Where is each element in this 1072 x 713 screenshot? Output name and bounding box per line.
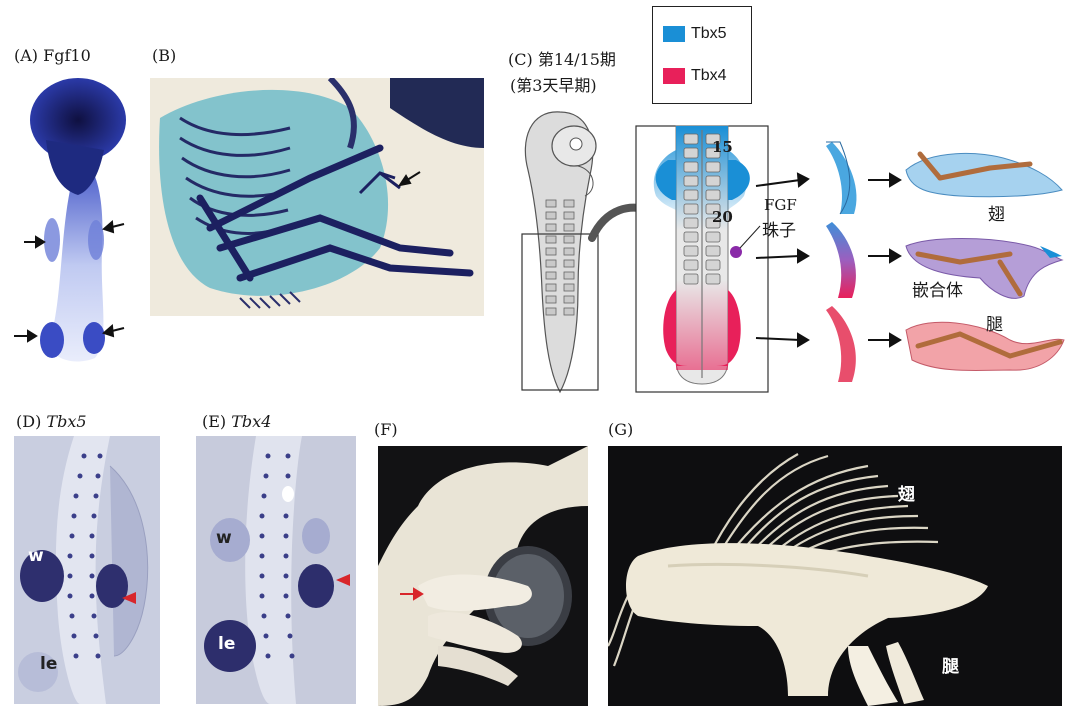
panel-f-photo <box>378 446 588 706</box>
panel-e-gene: Tbx4 <box>231 412 272 431</box>
panel-c-sublabel: (第3天早期) <box>510 76 597 95</box>
legend-item-tbx4: Tbx4 <box>663 65 727 87</box>
skeleton-image <box>150 78 484 316</box>
limb-leg <box>905 321 1065 372</box>
embryo-image <box>14 436 160 704</box>
wing-label: 翅 <box>898 485 915 505</box>
leg-bud-label: le <box>218 634 236 654</box>
somite-label-20: 20 <box>712 208 733 226</box>
panel-g-label: (G) <box>608 420 634 439</box>
zoom-box <box>521 233 599 391</box>
enlarged-trunk-box <box>635 125 769 393</box>
legend-text-tbx5: Tbx5 <box>691 25 727 42</box>
embryo-image <box>378 446 588 706</box>
wing-bud-label: w <box>216 528 232 548</box>
panel-b-label: (B) <box>152 46 177 65</box>
panel-b-skeleton-photo <box>150 78 484 316</box>
panel-e-prefix: (E) <box>202 412 232 431</box>
embryo-image <box>608 446 1062 706</box>
panel-c-label: (C) 第14/15期 <box>508 50 616 69</box>
fgf-label: FGF <box>764 196 797 214</box>
limb-bud-leg <box>826 306 856 382</box>
arrowhead-icon <box>122 592 136 604</box>
legend-item-tbx5: Tbx5 <box>663 23 727 45</box>
embryo-a-body <box>30 78 126 362</box>
wing-bud-label: w <box>28 546 44 566</box>
zoom-arrow <box>588 203 662 242</box>
limb-wing <box>905 151 1063 198</box>
panel-d-gene: Tbx5 <box>46 412 87 431</box>
limb-bud-wing <box>826 141 857 215</box>
legend-swatch-tbx5 <box>663 26 685 42</box>
trunk-enlarged <box>653 125 761 385</box>
leg-label: 腿 <box>942 657 959 677</box>
arrow-icon <box>400 587 424 601</box>
outcome-wing-label: 翅 <box>988 205 1005 225</box>
somite-label-15: 15 <box>712 138 733 156</box>
panel-d-prefix: (D) <box>16 412 47 431</box>
panel-d-label: (D) Tbx5 <box>16 412 87 431</box>
outcome-leg-label: 腿 <box>986 315 1003 335</box>
panel-e-label: (E) Tbx4 <box>202 412 271 431</box>
outcome-chimera-label: 嵌合体 <box>912 281 963 301</box>
leg-bud-label: le <box>40 654 58 674</box>
legend-swatch-tbx4 <box>663 68 685 84</box>
panel-a-label: (A) Fgf10 <box>14 46 91 65</box>
bead-label: 珠子 <box>762 221 796 241</box>
legend: Tbx5 Tbx4 <box>652 6 752 104</box>
embryo-sketch <box>524 111 597 394</box>
arrowhead-icon <box>336 574 350 586</box>
panel-g-photo: 翅 腿 <box>608 446 1062 706</box>
panel-f-label: (F) <box>374 420 398 439</box>
fgf-bead <box>730 246 742 258</box>
panel-d-photo: w le <box>14 436 160 704</box>
arrow-icon <box>14 219 125 343</box>
limb-bud-chimera <box>826 222 856 298</box>
embryo-image <box>196 436 356 704</box>
panel-e-photo: w le <box>196 436 356 704</box>
legend-text-tbx4: Tbx4 <box>691 67 727 84</box>
